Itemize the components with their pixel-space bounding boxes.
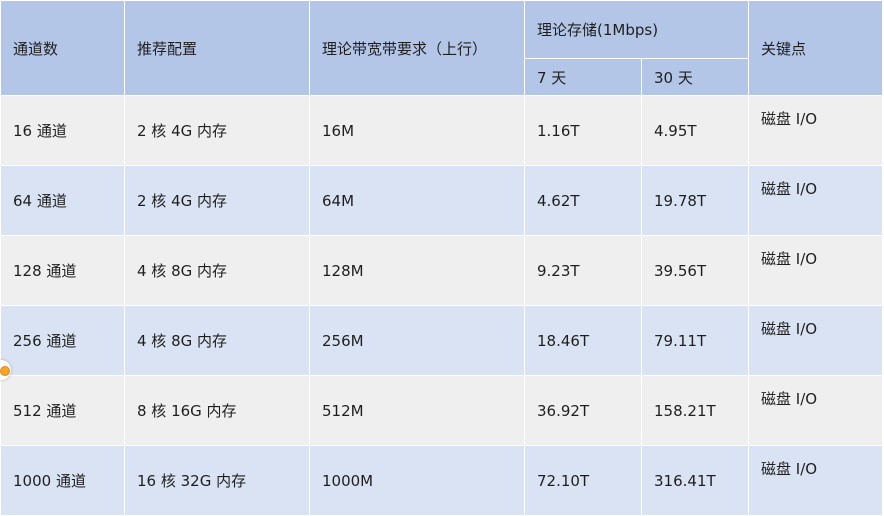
cell-key: 磁盘 I/O <box>748 165 883 236</box>
cell-storage-30: 316.41T <box>641 445 749 516</box>
table-row: 64 通道 2 核 4G 内存 64M 4.62T 19.78T 磁盘 I/O <box>0 165 883 236</box>
cell-storage-7: 1.16T <box>524 95 642 166</box>
header-channels: 通道数 <box>0 0 125 96</box>
cell-bandwidth: 1000M <box>309 445 525 516</box>
table-row: 512 通道 8 核 16G 内存 512M 36.92T 158.21T 磁盘… <box>0 375 883 446</box>
cell-config: 8 核 16G 内存 <box>124 375 310 446</box>
cell-bandwidth: 512M <box>309 375 525 446</box>
table-row: 16 通道 2 核 4G 内存 16M 1.16T 4.95T 磁盘 I/O <box>0 95 883 166</box>
cell-key: 磁盘 I/O <box>748 445 883 516</box>
table-row: 128 通道 4 核 8G 内存 128M 9.23T 39.56T 磁盘 I/… <box>0 235 883 306</box>
cell-key: 磁盘 I/O <box>748 235 883 306</box>
badge-dot-icon <box>0 366 10 376</box>
header-storage-30-days: 30 天 <box>641 58 749 96</box>
cell-bandwidth: 256M <box>309 305 525 376</box>
cell-bandwidth: 64M <box>309 165 525 236</box>
cell-config: 4 核 8G 内存 <box>124 235 310 306</box>
cell-key: 磁盘 I/O <box>748 305 883 376</box>
cell-channels: 16 通道 <box>0 95 125 166</box>
header-bandwidth: 理论带宽带要求（上行） <box>309 0 525 96</box>
cell-key: 磁盘 I/O <box>748 375 883 446</box>
cell-bandwidth: 128M <box>309 235 525 306</box>
cell-config: 2 核 4G 内存 <box>124 95 310 166</box>
header-storage: 理论存储(1Mbps) <box>524 0 749 59</box>
table-row: 1000 通道 16 核 32G 内存 1000M 72.10T 316.41T… <box>0 445 883 516</box>
cell-storage-30: 19.78T <box>641 165 749 236</box>
cell-storage-7: 18.46T <box>524 305 642 376</box>
subheader-row: 7 天 30 天 <box>1 58 883 96</box>
cell-bandwidth: 16M <box>309 95 525 166</box>
cell-storage-7: 4.62T <box>524 165 642 236</box>
cell-config: 2 核 4G 内存 <box>124 165 310 236</box>
cell-channels: 512 通道 <box>0 375 125 446</box>
cell-channels: 128 通道 <box>0 235 125 306</box>
cell-storage-7: 9.23T <box>524 235 642 306</box>
cell-storage-7: 72.10T <box>524 445 642 516</box>
header-row: 通道数 推荐配置 理论带宽带要求（上行） 理论存储(1Mbps) 关键点 <box>0 0 883 96</box>
cell-storage-30: 79.11T <box>641 305 749 376</box>
cell-storage-30: 39.56T <box>641 235 749 306</box>
assistant-badge-icon[interactable] <box>0 360 11 380</box>
cell-storage-30: 158.21T <box>641 375 749 446</box>
cell-storage-30: 4.95T <box>641 95 749 166</box>
header-key: 关键点 <box>748 0 883 96</box>
cell-key: 磁盘 I/O <box>748 95 883 166</box>
cell-channels: 64 通道 <box>0 165 125 236</box>
cell-config: 16 核 32G 内存 <box>124 445 310 516</box>
header-storage-7-days: 7 天 <box>524 58 642 96</box>
cell-channels: 1000 通道 <box>0 445 125 516</box>
cell-config: 4 核 8G 内存 <box>124 305 310 376</box>
table-row: 256 通道 4 核 8G 内存 256M 18.46T 79.11T 磁盘 I… <box>0 305 883 376</box>
header-config: 推荐配置 <box>124 0 310 96</box>
cell-storage-7: 36.92T <box>524 375 642 446</box>
cell-channels: 256 通道 <box>0 305 125 376</box>
